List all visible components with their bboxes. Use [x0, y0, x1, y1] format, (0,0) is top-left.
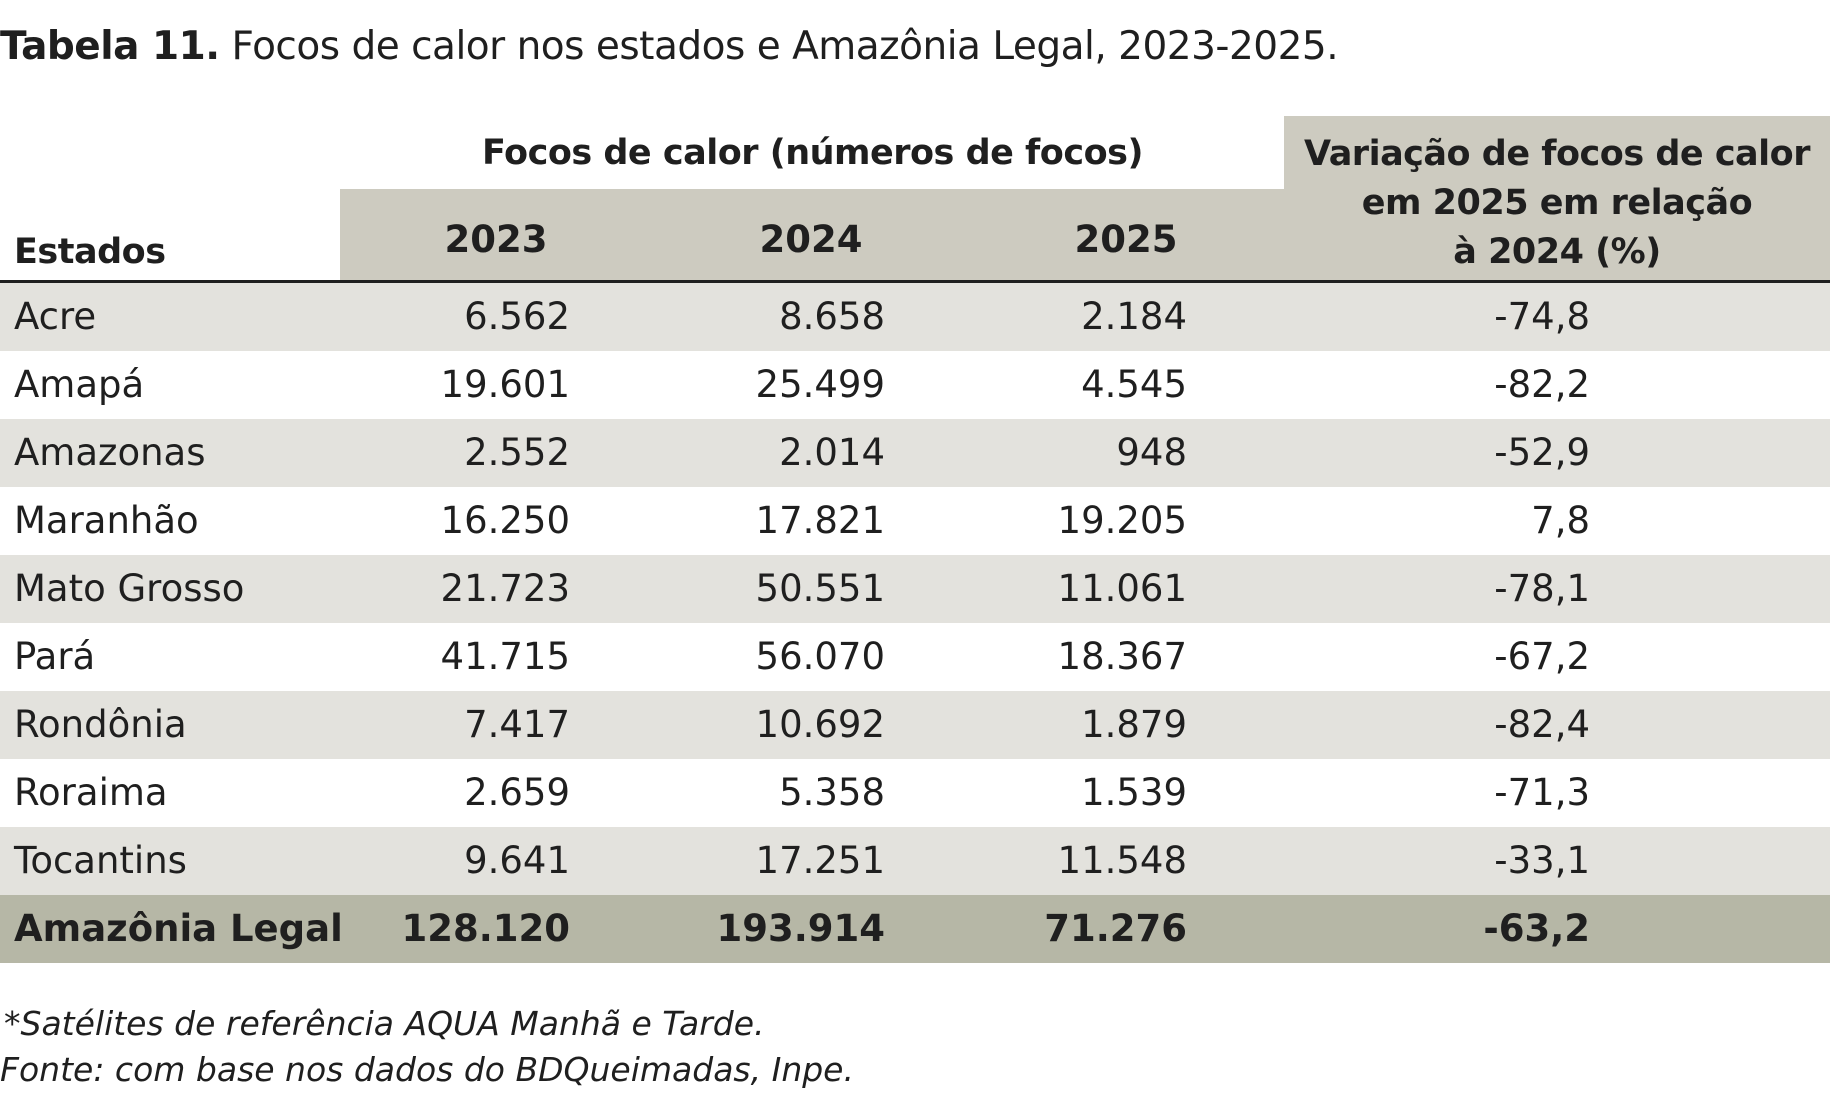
- state-name: Amapá: [14, 363, 145, 406]
- table-title-text: Focos de calor nos estados e Amazônia Le…: [231, 24, 1339, 69]
- value-2025: 948: [1116, 431, 1187, 474]
- value-2025: 1.879: [1081, 703, 1187, 746]
- state-name: Pará: [14, 635, 96, 678]
- state-name: Amazonas: [14, 431, 206, 474]
- table-row: Roraima 2.659 5.358 1.539 -71,3: [0, 759, 1830, 827]
- variation-value: -82,4: [1494, 703, 1590, 746]
- value-2024: 5.358: [779, 771, 885, 814]
- table-row: Acre 6.562 8.658 2.184 -74,8: [0, 283, 1830, 351]
- header-rule: [0, 280, 1830, 283]
- year-header-2025: 2025: [1074, 218, 1178, 261]
- year-header-2023: 2023: [444, 218, 548, 261]
- variation-value: -52,9: [1494, 431, 1590, 474]
- state-name: Mato Grosso: [14, 567, 245, 610]
- value-2023: 2.659: [464, 771, 570, 814]
- footnote: *Satélites de referência AQUA Manhã e Ta…: [4, 1004, 765, 1043]
- variation-header-line-3: à 2024 (%): [1453, 232, 1661, 272]
- value-2023: 2.552: [464, 431, 570, 474]
- total-name: Amazônia Legal: [14, 907, 343, 950]
- variation-header-line-2: em 2025 em relação: [1361, 183, 1753, 223]
- variation-header: Variação de focos de calor em 2025 em re…: [1284, 130, 1830, 277]
- value-2025: 4.545: [1081, 363, 1187, 406]
- focos-group-header: Focos de calor (números de focos): [482, 133, 1143, 173]
- variation-value: -74,8: [1494, 295, 1590, 338]
- table-body: Acre 6.562 8.658 2.184 -74,8 Amapá 19.60…: [0, 283, 1830, 963]
- total-2025: 71.276: [1044, 907, 1187, 950]
- table-row: Pará 41.715 56.070 18.367 -67,2: [0, 623, 1830, 691]
- value-2023: 9.641: [464, 839, 570, 882]
- variation-value: -78,1: [1494, 567, 1590, 610]
- table-row: Tocantins 9.641 17.251 11.548 -33,1: [0, 827, 1830, 895]
- variation-header-background: [1284, 116, 1830, 282]
- value-2023: 41.715: [440, 635, 570, 678]
- table-number: Tabela 11.: [0, 24, 220, 69]
- source-note: Fonte: com base nos dados do BDQueimadas…: [0, 1050, 854, 1089]
- value-2024: 25.499: [755, 363, 885, 406]
- state-name: Tocantins: [14, 839, 187, 882]
- state-name: Roraima: [14, 771, 168, 814]
- value-2025: 2.184: [1081, 295, 1187, 338]
- value-2025: 1.539: [1081, 771, 1187, 814]
- value-2024: 10.692: [755, 703, 885, 746]
- variation-value: -82,2: [1494, 363, 1590, 406]
- total-row: Amazônia Legal 128.120 193.914 71.276 -6…: [0, 895, 1830, 963]
- value-2025: 11.061: [1057, 567, 1187, 610]
- table-row: Rondônia 7.417 10.692 1.879 -82,4: [0, 691, 1830, 759]
- value-2024: 17.251: [755, 839, 885, 882]
- value-2024: 17.821: [755, 499, 885, 542]
- value-2023: 7.417: [464, 703, 570, 746]
- estados-header: Estados: [14, 232, 166, 272]
- years-header-background: [340, 189, 1285, 282]
- table-row: Amapá 19.601 25.499 4.545 -82,2: [0, 351, 1830, 419]
- state-name: Maranhão: [14, 499, 199, 542]
- variation-value: -67,2: [1494, 635, 1590, 678]
- value-2024: 56.070: [755, 635, 885, 678]
- value-2024: 2.014: [779, 431, 885, 474]
- value-2025: 18.367: [1057, 635, 1187, 678]
- total-2024: 193.914: [716, 907, 885, 950]
- value-2025: 11.548: [1057, 839, 1187, 882]
- variation-value: 7,8: [1531, 499, 1590, 542]
- state-name: Acre: [14, 295, 97, 338]
- table-row: Amazonas 2.552 2.014 948 -52,9: [0, 419, 1830, 487]
- total-2023: 128.120: [401, 907, 570, 950]
- variation-value: -71,3: [1494, 771, 1590, 814]
- year-header-2024: 2024: [759, 218, 863, 261]
- variation-header-line-1: Variação de focos de calor: [1304, 134, 1810, 174]
- variation-value: -33,1: [1494, 839, 1590, 882]
- value-2025: 19.205: [1057, 499, 1187, 542]
- total-variation: -63,2: [1483, 907, 1590, 950]
- value-2023: 19.601: [440, 363, 570, 406]
- value-2024: 8.658: [779, 295, 885, 338]
- value-2023: 16.250: [440, 499, 570, 542]
- value-2023: 6.562: [464, 295, 570, 338]
- state-name: Rondônia: [14, 703, 187, 746]
- value-2024: 50.551: [755, 567, 885, 610]
- table-row: Mato Grosso 21.723 50.551 11.061 -78,1: [0, 555, 1830, 623]
- table-row: Maranhão 16.250 17.821 19.205 7,8: [0, 487, 1830, 555]
- table-title: Tabela 11. Focos de calor nos estados e …: [0, 24, 1339, 69]
- value-2023: 21.723: [440, 567, 570, 610]
